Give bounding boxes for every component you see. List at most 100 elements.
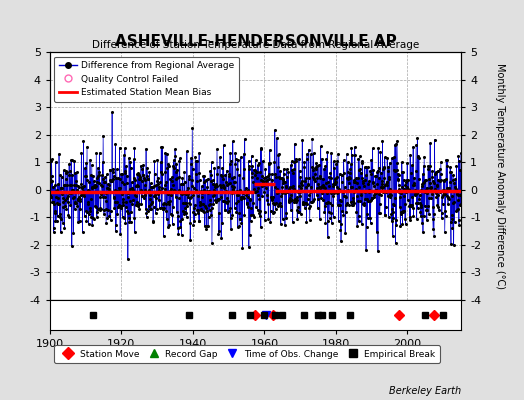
Point: [335, 202, 343, 208]
Point: [48, 173, 56, 179]
Point: [150, 182, 158, 189]
Point: [81, 172, 90, 179]
Point: [207, 178, 215, 184]
Point: [421, 189, 429, 196]
Point: [151, 189, 159, 196]
Point: [277, 220, 285, 227]
Point: [72, 187, 81, 193]
Point: [356, 189, 365, 195]
Point: [305, 192, 313, 198]
Point: [121, 168, 129, 174]
Point: [368, 195, 376, 202]
Point: [423, 190, 431, 197]
Point: [162, 179, 170, 185]
Point: [129, 156, 138, 162]
Point: [72, 200, 80, 206]
Point: [294, 204, 302, 210]
Point: [289, 186, 298, 193]
Point: [90, 184, 99, 190]
Point: [136, 189, 145, 196]
Point: [325, 173, 333, 180]
Point: [441, 229, 449, 235]
Point: [320, 209, 329, 216]
Point: [202, 226, 211, 232]
Point: [328, 220, 336, 226]
Point: [83, 177, 91, 183]
Point: [414, 176, 423, 182]
Point: [211, 184, 219, 190]
Point: [449, 225, 457, 232]
Point: [439, 187, 447, 193]
Point: [356, 153, 364, 160]
Point: [258, 192, 266, 199]
Point: [75, 198, 84, 204]
Point: [375, 165, 383, 172]
Point: [256, 168, 264, 175]
Point: [211, 197, 220, 204]
Point: [286, 183, 294, 190]
Point: [51, 208, 59, 214]
Point: [361, 164, 369, 170]
Point: [203, 184, 211, 190]
Point: [60, 182, 69, 188]
Point: [366, 198, 375, 204]
Point: [280, 166, 288, 172]
Point: [336, 197, 345, 204]
Point: [396, 223, 405, 229]
Point: [51, 158, 60, 165]
Point: [155, 188, 163, 195]
Point: [69, 195, 77, 201]
Point: [211, 199, 220, 205]
Point: [322, 180, 330, 186]
Point: [139, 172, 147, 178]
Point: [172, 176, 180, 182]
Point: [120, 215, 128, 221]
Point: [430, 232, 438, 239]
Point: [326, 174, 335, 181]
Point: [454, 216, 463, 223]
Point: [287, 197, 296, 204]
Point: [97, 182, 105, 188]
Point: [237, 220, 246, 226]
Point: [127, 179, 136, 186]
Point: [456, 200, 465, 207]
Point: [66, 181, 74, 188]
Point: [197, 188, 205, 194]
Point: [62, 195, 71, 202]
Point: [339, 212, 347, 218]
Point: [72, 178, 81, 184]
Point: [374, 191, 383, 197]
Point: [194, 207, 202, 213]
Point: [411, 187, 419, 194]
Point: [420, 153, 428, 160]
Point: [372, 187, 380, 193]
Point: [122, 162, 130, 169]
Point: [417, 213, 425, 220]
Point: [47, 157, 55, 164]
Point: [174, 174, 183, 180]
Point: [141, 206, 150, 212]
Point: [365, 189, 373, 195]
Point: [282, 210, 291, 217]
Point: [410, 182, 418, 188]
Point: [52, 194, 60, 200]
Point: [257, 146, 265, 152]
Point: [172, 160, 181, 167]
Point: [427, 184, 435, 190]
Point: [102, 206, 110, 213]
Point: [154, 174, 162, 181]
Point: [156, 188, 164, 195]
Point: [119, 202, 128, 209]
Point: [146, 192, 154, 198]
Point: [259, 188, 268, 195]
Point: [217, 173, 226, 179]
Point: [233, 224, 242, 230]
Point: [326, 170, 334, 176]
Point: [316, 172, 324, 179]
Point: [263, 177, 271, 184]
Point: [331, 178, 339, 185]
Point: [309, 166, 317, 173]
Point: [447, 169, 455, 175]
Point: [127, 188, 135, 195]
Point: [419, 171, 427, 177]
